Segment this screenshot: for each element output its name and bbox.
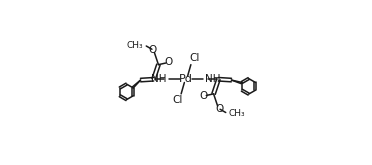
Text: O: O bbox=[199, 91, 208, 101]
Text: CH₃: CH₃ bbox=[126, 41, 143, 50]
Text: NH: NH bbox=[151, 74, 167, 84]
Text: O: O bbox=[164, 57, 173, 67]
Text: NH: NH bbox=[205, 74, 221, 84]
Text: O: O bbox=[215, 104, 223, 114]
Text: O: O bbox=[149, 45, 157, 55]
Text: Cl: Cl bbox=[172, 95, 182, 105]
Text: Cl: Cl bbox=[190, 53, 200, 63]
Text: Pd: Pd bbox=[179, 74, 193, 84]
Text: CH₃: CH₃ bbox=[229, 109, 246, 118]
